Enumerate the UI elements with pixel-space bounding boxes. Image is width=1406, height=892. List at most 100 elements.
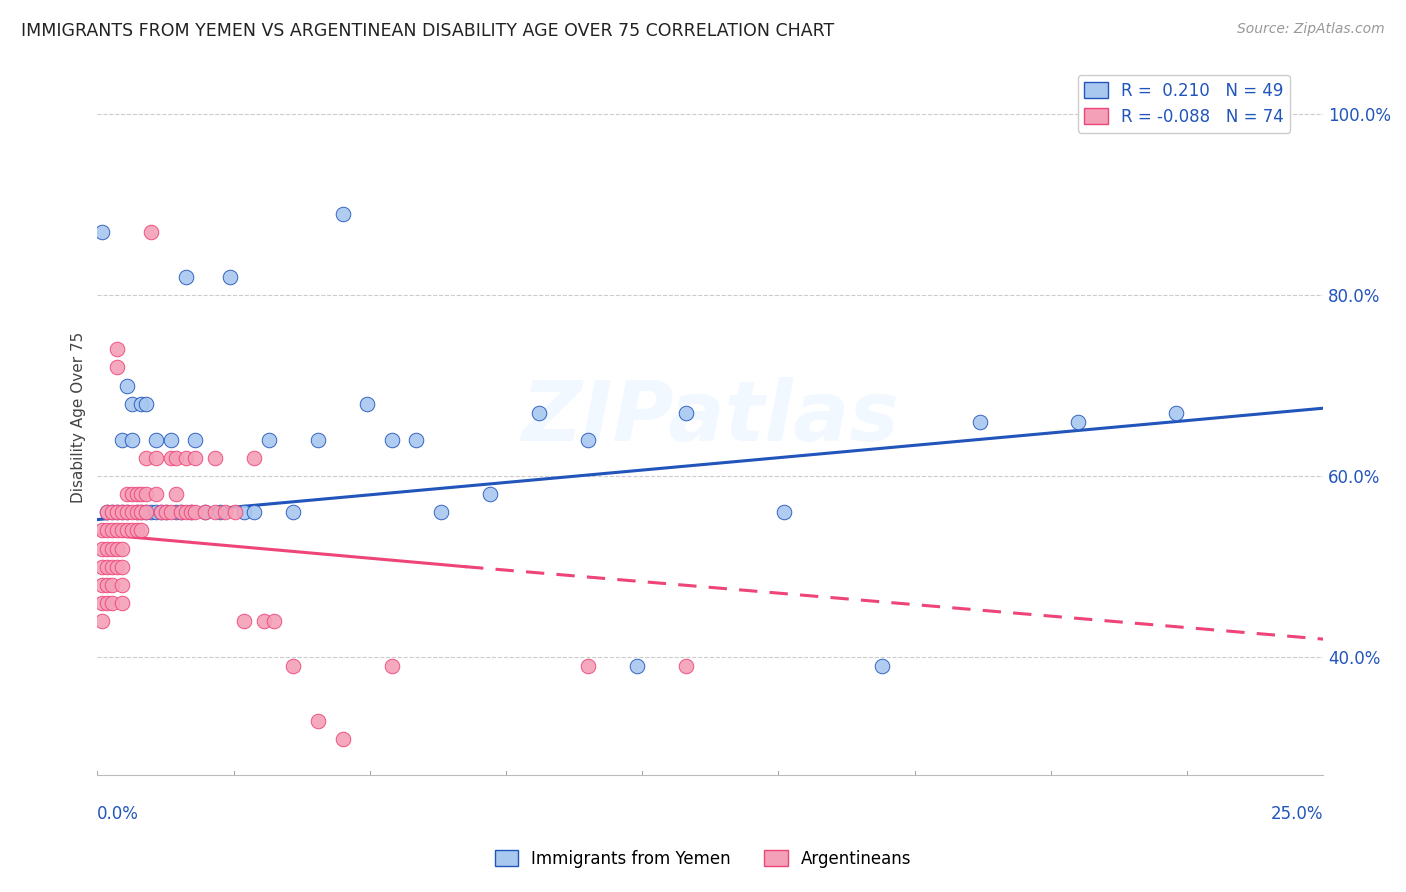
Point [111, 505, 134, 519]
Point [135, 487, 157, 501]
Point [233, 505, 256, 519]
Point [478, 487, 501, 501]
Point [111, 541, 134, 556]
Point [194, 505, 217, 519]
Point [870, 659, 893, 673]
Point [969, 415, 991, 429]
Point [165, 450, 187, 465]
Legend: Immigrants from Yemen, Argentineans: Immigrants from Yemen, Argentineans [488, 844, 918, 875]
Point [121, 487, 143, 501]
Point [675, 406, 697, 420]
Point [527, 406, 550, 420]
Point [105, 343, 128, 357]
Point [131, 397, 153, 411]
Point [170, 505, 193, 519]
Point [121, 397, 143, 411]
Point [105, 524, 128, 538]
Point [155, 505, 177, 519]
Point [111, 524, 134, 538]
Point [332, 731, 354, 746]
Point [150, 505, 173, 519]
Point [111, 433, 134, 447]
Text: Source: ZipAtlas.com: Source: ZipAtlas.com [1237, 22, 1385, 37]
Point [380, 659, 402, 673]
Point [204, 450, 226, 465]
Point [160, 433, 183, 447]
Point [332, 206, 354, 220]
Point [214, 505, 236, 519]
Point [91, 524, 114, 538]
Point [96, 541, 118, 556]
Point [96, 524, 118, 538]
Point [145, 487, 167, 501]
Point [105, 505, 128, 519]
Point [626, 659, 648, 673]
Point [96, 559, 118, 574]
Point [429, 505, 451, 519]
Point [111, 596, 134, 610]
Point [405, 433, 427, 447]
Point [184, 433, 207, 447]
Point [105, 559, 128, 574]
Point [170, 505, 193, 519]
Point [111, 578, 134, 592]
Point [283, 659, 305, 673]
Point [218, 269, 240, 284]
Point [125, 505, 148, 519]
Point [263, 614, 285, 628]
Point [257, 433, 280, 447]
Point [91, 559, 114, 574]
Point [145, 433, 167, 447]
Point [772, 505, 794, 519]
Point [1067, 415, 1090, 429]
Point [141, 505, 163, 519]
Point [174, 505, 197, 519]
Point [253, 614, 276, 628]
Point [145, 450, 167, 465]
Point [125, 524, 148, 538]
Point [111, 505, 134, 519]
Point [179, 505, 201, 519]
Point [194, 505, 217, 519]
Point [204, 505, 226, 519]
Point [307, 433, 329, 447]
Point [115, 505, 138, 519]
Point [101, 559, 124, 574]
Point [243, 450, 266, 465]
Point [125, 505, 148, 519]
Point [111, 559, 134, 574]
Point [96, 505, 118, 519]
Point [96, 596, 118, 610]
Point [105, 541, 128, 556]
Point [135, 450, 157, 465]
Text: IMMIGRANTS FROM YEMEN VS ARGENTINEAN DISABILITY AGE OVER 75 CORRELATION CHART: IMMIGRANTS FROM YEMEN VS ARGENTINEAN DIS… [21, 22, 834, 40]
Point [380, 433, 402, 447]
Point [165, 505, 187, 519]
Point [283, 505, 305, 519]
Point [91, 541, 114, 556]
Point [576, 433, 599, 447]
Point [184, 450, 207, 465]
Point [91, 596, 114, 610]
Text: 0.0%: 0.0% [97, 805, 139, 823]
Point [135, 505, 157, 519]
Point [356, 397, 378, 411]
Point [307, 714, 329, 728]
Point [675, 659, 697, 673]
Point [125, 487, 148, 501]
Point [101, 596, 124, 610]
Point [115, 524, 138, 538]
Point [150, 505, 173, 519]
Point [101, 524, 124, 538]
Text: ZIPatlas: ZIPatlas [522, 376, 900, 458]
Point [184, 505, 207, 519]
Point [160, 505, 183, 519]
Point [121, 433, 143, 447]
Point [131, 487, 153, 501]
Point [101, 541, 124, 556]
Point [131, 505, 153, 519]
Point [101, 505, 124, 519]
Point [174, 450, 197, 465]
Point [243, 505, 266, 519]
Y-axis label: Disability Age Over 75: Disability Age Over 75 [72, 332, 86, 503]
